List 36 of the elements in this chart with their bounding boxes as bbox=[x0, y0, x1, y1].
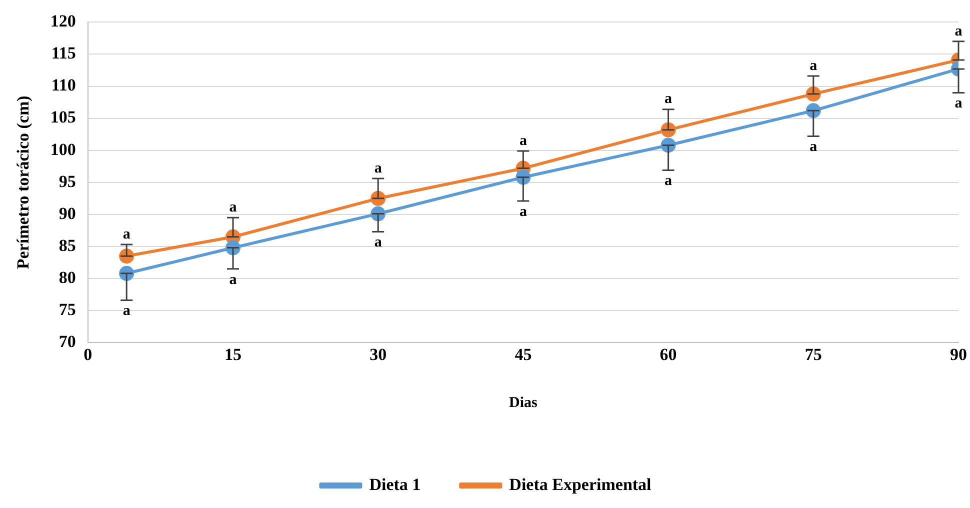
annotation: a bbox=[122, 226, 131, 242]
annotation: a bbox=[229, 272, 238, 288]
y-tick-label: 70 bbox=[58, 332, 76, 351]
legend-label: Dieta 1 bbox=[369, 474, 421, 494]
annotation: a bbox=[122, 303, 131, 320]
annotation: a bbox=[229, 200, 238, 216]
annotation: a bbox=[519, 132, 528, 149]
y-tick-label: 120 bbox=[50, 12, 76, 31]
y-axis-title: Perímetro torácico (cm) bbox=[14, 96, 33, 270]
y-tick-label: 80 bbox=[58, 268, 76, 287]
y-tick-label: 115 bbox=[51, 44, 76, 63]
y-tick-label: 85 bbox=[58, 236, 76, 255]
y-tick-label: 75 bbox=[58, 300, 76, 319]
annotation: a bbox=[664, 91, 673, 108]
x-tick-label: 60 bbox=[660, 345, 677, 364]
annotation: a bbox=[664, 173, 673, 190]
annotation: a bbox=[374, 160, 382, 176]
x-tick-label: 45 bbox=[514, 345, 532, 364]
annotation: a bbox=[374, 234, 382, 251]
x-tick-label: 15 bbox=[224, 345, 242, 364]
y-tick-label: 110 bbox=[51, 76, 76, 95]
y-tick-label: 95 bbox=[58, 172, 76, 191]
annotation: a bbox=[810, 58, 818, 74]
annotation: a bbox=[954, 23, 963, 40]
x-tick-label: 30 bbox=[370, 345, 387, 364]
x-tick-label: 90 bbox=[950, 345, 967, 364]
x-tick-label: 0 bbox=[84, 345, 92, 364]
y-tick-label: 105 bbox=[50, 108, 76, 127]
y-tick-label: 90 bbox=[58, 204, 76, 223]
annotation: a bbox=[810, 139, 818, 156]
x-tick-label: 75 bbox=[804, 345, 822, 364]
legend-label: Dieta Experimental bbox=[509, 474, 652, 494]
y-tick-label: 100 bbox=[50, 140, 76, 159]
annotation: a bbox=[519, 204, 528, 220]
annotation: a bbox=[954, 96, 963, 112]
x-axis-title: Dias bbox=[509, 394, 538, 411]
